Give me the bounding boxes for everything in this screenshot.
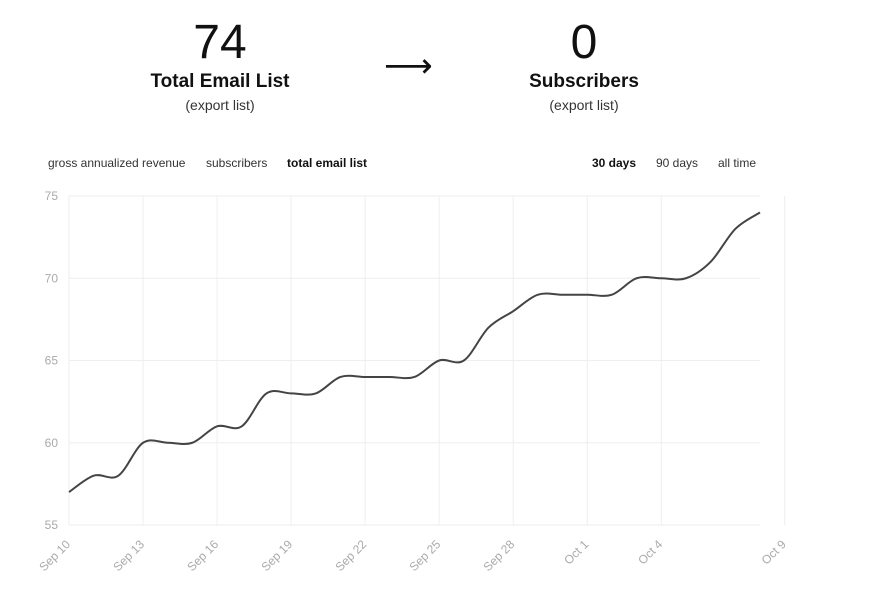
x-tick-label: Sep 16 (184, 537, 221, 574)
y-tick-label: 70 (45, 271, 59, 285)
subscribers-count: 0 (570, 16, 598, 69)
tab-total-email-list[interactable]: total email list (287, 156, 368, 170)
x-tick-label: Sep 22 (332, 537, 369, 574)
arrow-right-icon: ⟶ (384, 46, 433, 86)
x-tick-label: Sep 28 (481, 537, 518, 574)
tab-30-days[interactable]: 30 days (592, 156, 637, 170)
x-tick-label: Sep 10 (36, 537, 73, 574)
tab-gross-annualized-revenue[interactable]: gross annualized revenue (48, 156, 186, 170)
total-email-list-stat: 74 Total Email List (export list) (100, 16, 340, 116)
tab-subscribers[interactable]: subscribers (206, 156, 268, 170)
y-tick-label: 75 (45, 189, 59, 203)
export-email-list-link[interactable]: (export list) (185, 97, 255, 113)
subscribers-stat: 0 Subscribers (export list) (464, 16, 704, 116)
x-tick-label: Sep 13 (110, 537, 147, 574)
tab-all-time[interactable]: all time (718, 156, 757, 170)
x-tick-label: Oct 4 (635, 537, 665, 567)
series-line (68, 211, 761, 493)
x-tick-label: Oct 9 (759, 537, 789, 567)
export-subscribers-link[interactable]: (export list) (549, 97, 619, 113)
y-tick-label: 65 (45, 354, 59, 368)
y-tick-label: 55 (45, 518, 59, 532)
total-email-list-label: Total Email List (150, 71, 290, 92)
y-tick-label: 60 (45, 436, 59, 450)
x-tick-label: Oct 1 (561, 537, 591, 567)
total-email-list-count: 74 (193, 16, 247, 69)
subscribers-label: Subscribers (529, 71, 639, 92)
tab-90-days[interactable]: 90 days (656, 156, 699, 170)
x-tick-label: Sep 19 (258, 537, 295, 574)
x-tick-label: Sep 25 (406, 537, 443, 574)
